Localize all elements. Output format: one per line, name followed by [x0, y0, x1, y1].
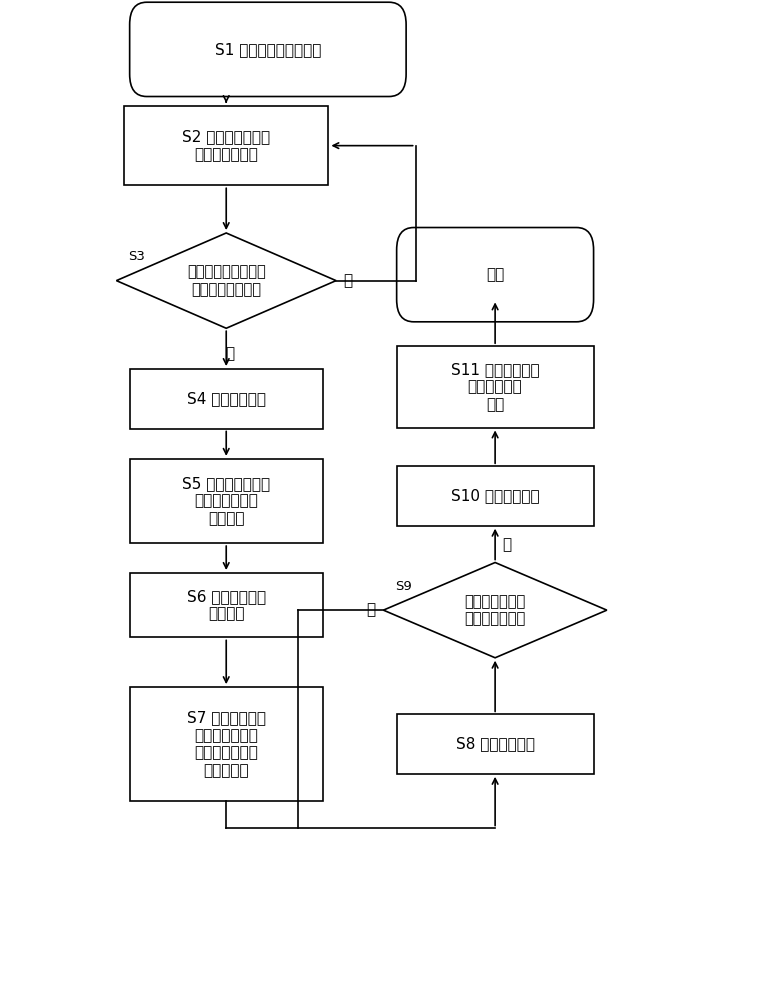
Text: 否: 否	[343, 273, 353, 288]
Polygon shape	[383, 562, 607, 658]
Polygon shape	[117, 233, 336, 328]
Text: 判别钢板头部是否到
达第二光栅的位置: 判别钢板头部是否到 达第二光栅的位置	[187, 264, 266, 297]
Text: 是否到达给定的
剪刀剪切的时间: 是否到达给定的 剪刀剪切的时间	[465, 594, 526, 626]
Text: S11 切头剪剪刃对
钢板进行切头
作业: S11 切头剪剪刃对 钢板进行切头 作业	[451, 362, 539, 412]
Text: S8 辊道继续转动: S8 辊道继续转动	[456, 737, 535, 752]
Text: 结束: 结束	[486, 267, 504, 282]
FancyBboxPatch shape	[397, 228, 594, 322]
FancyBboxPatch shape	[397, 466, 594, 526]
Text: S2 钢板在辊道上向
切头剪方向传送: S2 钢板在辊道上向 切头剪方向传送	[182, 129, 270, 162]
Text: 否: 否	[367, 603, 376, 618]
FancyBboxPatch shape	[130, 2, 406, 97]
Text: S1 控制器控制辊道转动: S1 控制器控制辊道转动	[214, 42, 321, 57]
FancyBboxPatch shape	[130, 369, 323, 429]
Text: S10 辊道停止转动: S10 辊道停止转动	[451, 488, 539, 503]
Text: S6 图像信号传送
到控制器: S6 图像信号传送 到控制器	[187, 589, 266, 621]
FancyBboxPatch shape	[397, 346, 594, 428]
FancyBboxPatch shape	[130, 573, 323, 637]
Text: 是: 是	[503, 538, 512, 553]
Text: 是: 是	[225, 346, 234, 361]
Text: S4 辊道停止转动: S4 辊道停止转动	[187, 391, 266, 406]
Text: S5 工业相机对钢板
头部照相，产生
图像信号: S5 工业相机对钢板 头部照相，产生 图像信号	[182, 476, 270, 526]
Text: S7 控制器对图像
信号进行处理，
得到切头剪剪刃
剪切的时间: S7 控制器对图像 信号进行处理， 得到切头剪剪刃 剪切的时间	[187, 711, 266, 778]
FancyBboxPatch shape	[124, 106, 329, 185]
Text: S9: S9	[394, 580, 411, 593]
FancyBboxPatch shape	[130, 459, 323, 543]
FancyBboxPatch shape	[397, 714, 594, 774]
FancyBboxPatch shape	[130, 687, 323, 801]
Text: S3: S3	[127, 250, 145, 263]
